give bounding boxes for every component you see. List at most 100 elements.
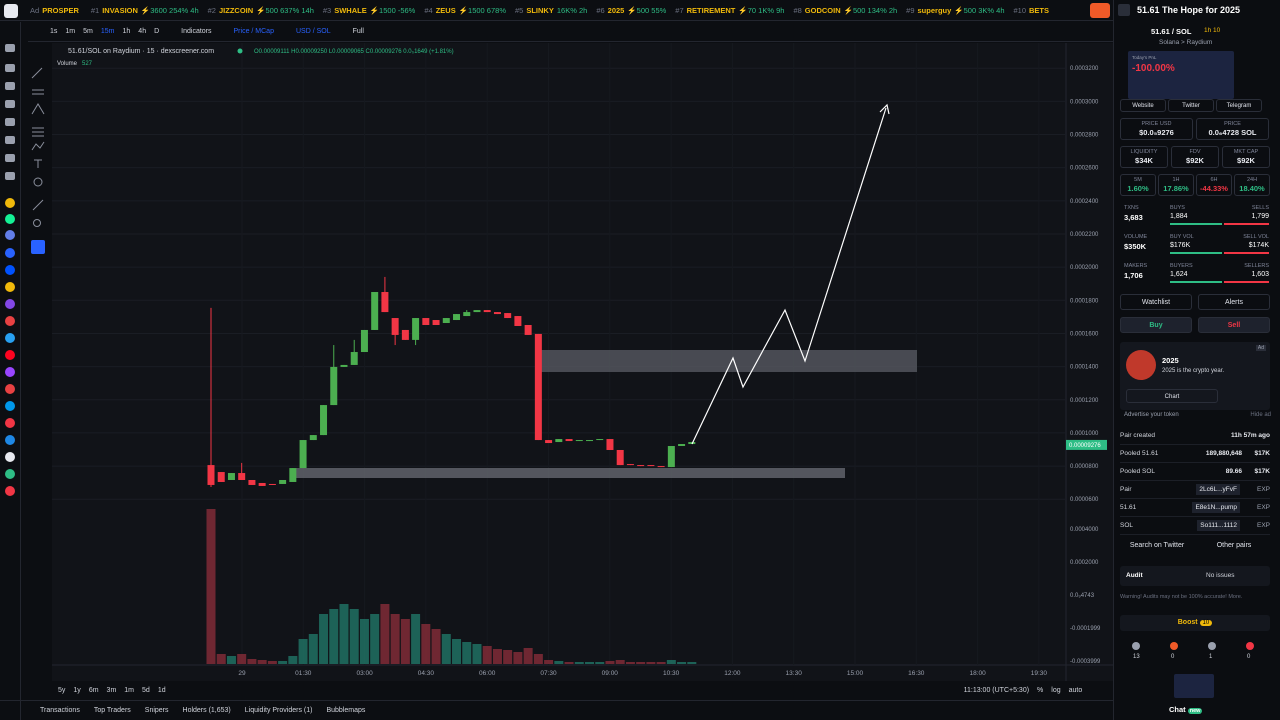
candle-body [627, 464, 634, 465]
info-label: Pooled SOL [1120, 468, 1155, 475]
chat-badge: new [1188, 708, 1203, 714]
scale-option[interactable]: auto [1069, 687, 1083, 694]
audit-row[interactable]: Audit No issues [1120, 566, 1270, 586]
link-button[interactable]: Telegram [1216, 99, 1262, 112]
candle-body [412, 318, 419, 340]
candle-body [392, 318, 399, 335]
audit-warning: Warning! Audits may not be 100% accurate… [1120, 594, 1242, 600]
candle-body [504, 313, 511, 318]
volume-bar [677, 662, 686, 664]
tab[interactable]: Bubblemaps [326, 707, 365, 714]
price-tick-label: 0.0002400 [1070, 199, 1099, 205]
candle-body [443, 318, 450, 323]
reaction-count: 13 [1133, 654, 1140, 660]
ad-chart-button[interactable]: Chart [1126, 389, 1218, 403]
address-value[interactable]: 2Lc6L...yFvF [1196, 484, 1240, 495]
link-button[interactable]: Website [1120, 99, 1166, 112]
price-tick-label: 0.0003000 [1070, 99, 1099, 105]
alerts-button[interactable]: Alerts [1198, 294, 1270, 310]
candle-body [596, 439, 603, 440]
address-exp[interactable]: EXP [1257, 518, 1270, 534]
range-option[interactable]: 1y [73, 687, 80, 694]
sell-label: SELLERS [1244, 263, 1269, 269]
stat-box-label: MKT CAP [1223, 149, 1269, 155]
reaction-icon[interactable] [1208, 642, 1216, 650]
volume-bar [329, 609, 338, 664]
scale-option[interactable]: % [1037, 687, 1043, 694]
stat-box: FDV$92K [1171, 146, 1219, 168]
sell-button[interactable]: Sell [1198, 317, 1270, 333]
range-option[interactable]: 1d [158, 687, 166, 694]
buy-sell-bar-sell [1224, 223, 1269, 225]
volume-bar [534, 654, 543, 664]
range-option[interactable]: 5d [142, 687, 150, 694]
reaction-icon[interactable] [1132, 642, 1140, 650]
candle-body [617, 450, 624, 465]
candle-body [576, 440, 583, 441]
range-option[interactable]: 5y [58, 687, 65, 694]
reaction-icon[interactable] [1170, 642, 1178, 650]
reaction-icon[interactable] [1246, 642, 1254, 650]
tab[interactable]: Holders (1,653) [183, 707, 231, 714]
chat-label: Chat [1169, 705, 1186, 714]
change-box-value: 1.60% [1121, 184, 1155, 193]
candle-body [238, 473, 245, 480]
tab[interactable]: Snipers [145, 707, 169, 714]
address-exp[interactable]: EXP [1257, 500, 1270, 516]
range-option[interactable]: 1m [124, 687, 134, 694]
watchlist-button[interactable]: Watchlist [1120, 294, 1192, 310]
range-option[interactable]: 3m [107, 687, 117, 694]
hide-ad[interactable]: Hide ad [1250, 412, 1271, 418]
stat-box: MKT CAP$92K [1222, 146, 1270, 168]
tab[interactable]: Liquidity Providers (1) [245, 707, 313, 714]
candle-body [320, 405, 327, 435]
change-box-label: 5M [1121, 177, 1155, 183]
reaction-count: 0 [1247, 654, 1250, 660]
chart-legend-title: 51.61/SOL on Raydium · 15 · dexscreener.… [68, 48, 214, 55]
address-exp[interactable]: EXP [1257, 482, 1270, 498]
volume-bar [258, 660, 267, 664]
range-option[interactable]: 6m [89, 687, 99, 694]
sell-value: 1,603 [1251, 271, 1269, 278]
change-box-label: 1H [1159, 177, 1193, 183]
stat-box-label: FDV [1172, 149, 1218, 155]
price-tick-label: 0.0003200 [1070, 66, 1099, 72]
pnl-value: -100.00% [1132, 63, 1175, 74]
activity-label: MAKERS [1124, 263, 1147, 269]
candle-body [248, 480, 255, 485]
chat-button[interactable]: Chat new [1169, 705, 1202, 714]
time-tick-label: 01:30 [295, 670, 312, 677]
price-tick-label: 0.0001400 [1070, 365, 1099, 371]
buy-value: 1,884 [1170, 213, 1188, 220]
tab[interactable]: Transactions [40, 707, 80, 714]
volume-bar [636, 662, 645, 664]
volume-axis-label: 0.0002000 [1070, 560, 1099, 566]
volume-bar [268, 661, 277, 664]
advertise-link[interactable]: Advertise your token [1124, 412, 1179, 418]
search-twitter[interactable]: Search on Twitter [1120, 538, 1194, 554]
scale-option[interactable]: log [1051, 687, 1060, 694]
buy-value: 1,624 [1170, 271, 1188, 278]
candle-body [473, 310, 480, 312]
address-value[interactable]: So111...1112 [1197, 520, 1240, 531]
info-row: Pooled SOL89.66$17K [1120, 464, 1270, 481]
price-box-value: 0.0₆4728 SOL [1197, 128, 1268, 137]
other-pairs[interactable]: Other pairs [1198, 538, 1270, 554]
boost-button[interactable]: Boost 10 [1120, 615, 1270, 631]
ad-logo [1126, 350, 1156, 380]
activity-label: VOLUME [1124, 234, 1147, 240]
tab[interactable]: Top Traders [94, 707, 131, 714]
buy-button[interactable]: Buy [1120, 317, 1192, 333]
candle-body [300, 440, 307, 468]
time-tick-label: 06:00 [479, 670, 496, 677]
candle-body [637, 465, 644, 466]
address-value[interactable]: E8e1N...pump [1192, 502, 1240, 513]
volume-bar [595, 662, 604, 664]
volume-bar [565, 662, 574, 664]
link-button[interactable]: Twitter [1168, 99, 1214, 112]
buy-label: BUYERS [1170, 263, 1193, 269]
volume-bar [442, 634, 451, 664]
buy-sell-bar-sell [1224, 281, 1269, 283]
candle-body [678, 444, 685, 446]
volume-bar [350, 609, 359, 664]
